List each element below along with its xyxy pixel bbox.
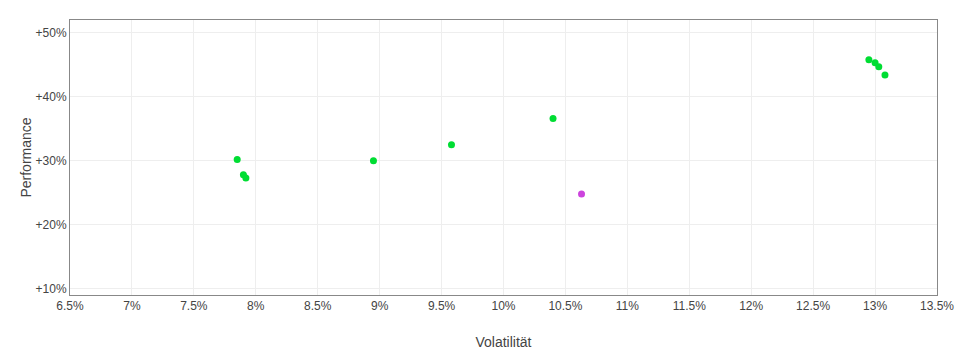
svg-text:13%: 13% (863, 299, 887, 313)
svg-text:+40%: +40% (36, 90, 67, 104)
svg-text:6.5%: 6.5% (56, 299, 84, 313)
svg-text:+50%: +50% (36, 26, 67, 40)
svg-text:11%: 11% (616, 299, 639, 313)
svg-text:13.5%: 13.5% (920, 299, 954, 313)
svg-text:+10%: +10% (36, 282, 67, 296)
svg-text:Performance: Performance (18, 117, 34, 197)
svg-text:8.5%: 8.5% (304, 299, 332, 313)
svg-text:10.5%: 10.5% (548, 299, 582, 313)
svg-text:7.5%: 7.5% (180, 299, 208, 313)
svg-text:12.5%: 12.5% (796, 299, 830, 313)
svg-text:+30%: +30% (36, 154, 67, 168)
svg-text:11.5%: 11.5% (673, 299, 706, 313)
svg-text:9.5%: 9.5% (428, 299, 456, 313)
svg-text:Volatilität: Volatilität (475, 334, 531, 350)
svg-text:8%: 8% (247, 299, 265, 313)
svg-text:12%: 12% (739, 299, 763, 313)
svg-text:+20%: +20% (36, 218, 67, 232)
svg-text:9%: 9% (371, 299, 389, 313)
svg-text:7%: 7% (123, 299, 141, 313)
svg-text:10%: 10% (491, 299, 515, 313)
